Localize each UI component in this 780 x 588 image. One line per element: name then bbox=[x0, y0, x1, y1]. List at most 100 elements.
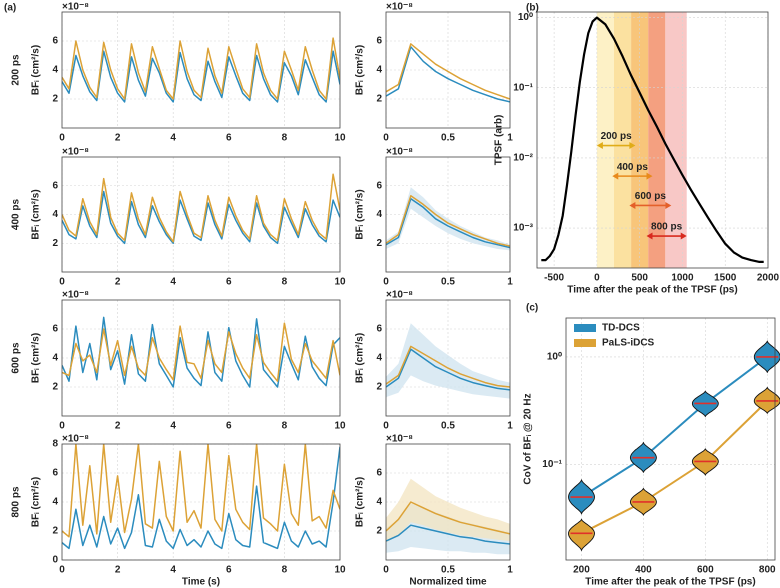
y-tick-label: 2 bbox=[376, 382, 382, 393]
y-exponent: ×10⁻⁸ bbox=[62, 147, 89, 158]
y-exponent: ×10⁻⁸ bbox=[62, 2, 89, 13]
row-label: 400 ps bbox=[11, 198, 22, 230]
x-tick-label: 2000 bbox=[757, 273, 780, 284]
trend-line bbox=[580, 356, 768, 498]
y-axis-label: BFᵢ (cm²/s) bbox=[355, 477, 366, 527]
y-tick-label: 2 bbox=[376, 238, 382, 249]
plot-area bbox=[62, 300, 340, 416]
gate-band bbox=[614, 12, 632, 268]
panel: 0 2 4 6 8 10 0 2 4 6 8 ×10⁻⁸ BFᵢ (cm²/s) Time (s) 800 … bbox=[11, 434, 346, 588]
row-label: 200 ps bbox=[11, 54, 22, 86]
y-tick-label: 2 bbox=[52, 526, 58, 537]
row-label: 600 ps bbox=[11, 342, 22, 374]
x-axis-label: Normalized time bbox=[409, 577, 487, 588]
x-tick-label: 4 bbox=[170, 277, 176, 288]
y-tick-label: 10⁻² bbox=[513, 153, 533, 164]
data-line bbox=[386, 501, 510, 535]
gate-band bbox=[648, 12, 666, 268]
plot-area bbox=[62, 444, 340, 560]
plot-frame bbox=[385, 11, 511, 129]
x-tick-label: 10 bbox=[334, 133, 346, 144]
violin bbox=[568, 518, 595, 552]
x-tick-label: 400 bbox=[635, 565, 652, 576]
panel: 0 0.5 1 2 4 6 ×10⁻⁸ BFᵢ (cm²/s) bbox=[355, 290, 514, 432]
x-axis-label: Time after the peak of the TPSF (ps) bbox=[567, 285, 737, 296]
data-line bbox=[62, 50, 340, 103]
x-tick-label: 0 bbox=[383, 565, 389, 576]
x-tick-label: 0.5 bbox=[441, 277, 455, 288]
x-tick-label: 1000 bbox=[671, 273, 694, 284]
x-tick-label: 600 bbox=[697, 565, 714, 576]
data-line bbox=[62, 444, 340, 538]
arrow-label: 600 ps bbox=[635, 191, 667, 202]
x-tick-label: 1500 bbox=[714, 273, 737, 284]
y-tick-label: 2 bbox=[376, 526, 382, 537]
y-tick-label: 4 bbox=[376, 209, 382, 220]
x-tick-label: 0 bbox=[383, 277, 389, 288]
x-tick-label: 0 bbox=[59, 421, 65, 432]
x-tick-label: 4 bbox=[170, 565, 176, 576]
x-tick-label: 1 bbox=[507, 133, 513, 144]
y-tick-label: 10⁻¹ bbox=[513, 82, 533, 93]
data-line bbox=[386, 43, 510, 100]
x-tick-label: 0 bbox=[59, 277, 65, 288]
y-tick-label: 6 bbox=[376, 324, 382, 335]
plot-frame bbox=[385, 299, 511, 417]
panel: 0 2 4 6 8 10 2 4 6 ×10⁻⁸ BFᵢ (cm²/s) 200 ps (a) bbox=[4, 2, 346, 144]
panel-label: (c) bbox=[526, 303, 538, 314]
trend-line bbox=[581, 400, 768, 535]
panel: 0 0.5 1 2 4 6 ×10⁻⁸ BFᵢ (cm²/s) Normalized time bbox=[355, 434, 514, 588]
y-axis-label: BFᵢ (cm²/s) bbox=[355, 333, 366, 383]
data-line bbox=[386, 46, 510, 103]
panel: -500 0 500 1000 1500 2000 10⁻³ 10⁻² 10⁻¹ 10⁰ 200 p… bbox=[494, 3, 780, 296]
y-axis-label: CoV of BFᵢ @ 20 Hz bbox=[523, 393, 534, 484]
y-tick-label: 4 bbox=[52, 65, 58, 76]
x-tick-label: 6 bbox=[226, 565, 232, 576]
panel-label: (b) bbox=[526, 3, 539, 14]
x-tick-label: 8 bbox=[282, 133, 288, 144]
data-line bbox=[62, 173, 340, 243]
y-tick-label: 6 bbox=[376, 36, 382, 47]
x-tick-label: 10 bbox=[334, 277, 346, 288]
y-tick-label: 6 bbox=[52, 468, 58, 479]
data-line bbox=[386, 524, 510, 545]
x-tick-label: 10 bbox=[334, 421, 346, 432]
plot-frame bbox=[385, 156, 511, 273]
x-tick-label: 4 bbox=[170, 133, 176, 144]
x-axis-label: Time (s) bbox=[182, 577, 220, 588]
plot-area bbox=[62, 157, 340, 272]
x-tick-label: 8 bbox=[282, 565, 288, 576]
y-tick-label: 2 bbox=[52, 382, 58, 393]
y-exponent: ×10⁻⁸ bbox=[62, 290, 89, 301]
y-exponent: ×10⁻⁸ bbox=[386, 290, 413, 301]
x-tick-label: 2 bbox=[115, 565, 121, 576]
y-tick-label: 6 bbox=[52, 324, 58, 335]
y-tick-label: 4 bbox=[52, 497, 58, 508]
panel: 0 2 4 6 8 10 2 4 6 ×10⁻⁸ BFᵢ (cm²/s) 600 ps bbox=[11, 290, 346, 432]
x-tick-label: 2 bbox=[115, 421, 121, 432]
x-tick-label: 8 bbox=[282, 277, 288, 288]
plot-area bbox=[566, 318, 775, 560]
y-exponent: ×10⁻⁸ bbox=[386, 2, 413, 13]
x-tick-label: 200 bbox=[573, 565, 590, 576]
legend-label: TD-DCS bbox=[602, 323, 640, 334]
y-tick-label: 10⁻¹ bbox=[542, 459, 562, 470]
plot-frame bbox=[565, 317, 776, 561]
panel: 0 0.5 1 2 4 6 ×10⁻⁸ BFᵢ (cm²/s) bbox=[355, 2, 514, 144]
arrow-label: 200 ps bbox=[601, 131, 633, 142]
x-tick-label: 6 bbox=[226, 133, 232, 144]
x-tick-label: -500 bbox=[544, 273, 564, 284]
x-tick-label: 500 bbox=[631, 273, 648, 284]
y-tick-label: 2 bbox=[52, 238, 58, 249]
x-axis-label: Time after the peak of the TPSF (ps) bbox=[585, 577, 755, 588]
x-tick-label: 0 bbox=[594, 273, 600, 284]
y-axis-label: BFᵢ (cm²/s) bbox=[355, 189, 366, 239]
x-tick-label: 0 bbox=[383, 133, 389, 144]
y-tick-label: 4 bbox=[52, 209, 58, 220]
panel: 0 0.5 1 2 4 6 ×10⁻⁸ BFᵢ (cm²/s) bbox=[355, 147, 514, 288]
y-tick-label: 6 bbox=[52, 36, 58, 47]
plot-frame bbox=[61, 299, 341, 417]
y-axis-label: BFᵢ (cm²/s) bbox=[31, 333, 42, 383]
x-tick-label: 6 bbox=[226, 277, 232, 288]
